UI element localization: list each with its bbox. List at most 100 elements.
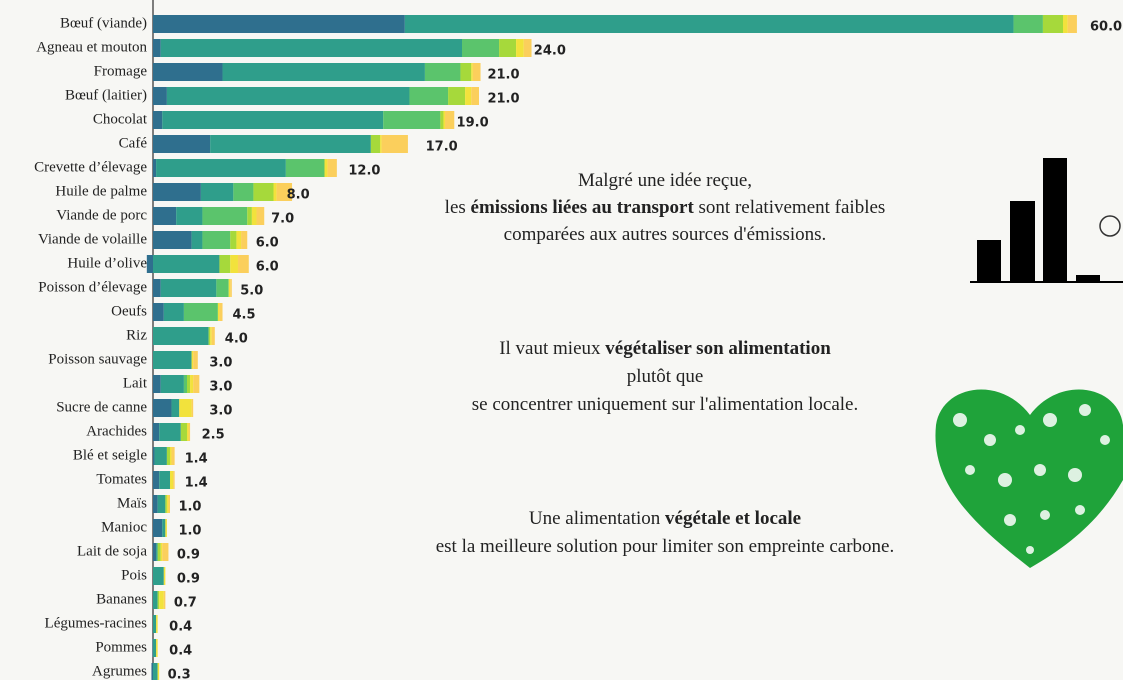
bar-segment [153,471,160,489]
bar-segment [208,327,211,345]
value-label: 7.0 [271,212,294,227]
value-label: 3.0 [209,404,232,419]
value-label: 5.0 [240,284,263,299]
bar-segment [460,63,472,81]
value-label: 60.0 [1090,20,1122,35]
bar-segment [153,207,177,225]
value-label: 0.4 [169,620,192,635]
bar-segment [179,399,192,417]
bar-segment [180,423,187,441]
bar-segment [383,111,441,129]
bar-segment [186,375,191,393]
bar-segment [370,135,381,153]
bar-segment [153,519,163,537]
annotation: est la meilleure solution pour limiter s… [436,536,895,557]
value-label: 24.0 [534,44,566,59]
annotation-part: est la meilleure solution pour limiter s… [436,536,895,557]
annotation-part: les [445,197,471,218]
bar-segment [273,183,277,201]
bar-segment [247,207,252,225]
bar-segment [153,327,209,345]
category-label: Riz [126,327,147,343]
bar-segment [230,279,232,297]
category-label: Maïs [117,495,147,511]
bar-segment [157,663,160,680]
bar-segment [424,63,461,81]
bar-segment [381,135,408,153]
category-label: Crevette d’élevage [34,159,147,175]
bar-segment [160,39,462,57]
bar-segment [169,471,174,489]
bar-segment [276,183,293,201]
category-label: Bœuf (viande) [60,15,147,31]
annotation-part: Une alimentation [529,508,665,529]
vegetable-heart-icon [935,389,1123,568]
annotation-part: sont relativement faibles [694,197,886,218]
bar-segment [151,663,153,680]
bar-segment [165,519,167,537]
bar-segment [241,231,248,249]
value-label: 3.0 [209,356,232,371]
annotation-part: Il vaut mieux [499,338,605,359]
bar-segment [163,591,166,609]
bar-segment [169,447,172,465]
bar-segment [153,375,161,393]
bar-segment [159,471,170,489]
annotation-part: végétale et locale [665,508,801,529]
bar-segment [171,399,180,417]
annotation-part: Malgré une idée reçue, [578,170,752,191]
bar-segment [219,303,223,321]
bar-segment [153,495,158,513]
bar-segment [146,255,153,273]
bar-segment [160,375,184,393]
bar-segment [1013,15,1043,33]
bar-segment [516,39,524,57]
bar-segment [471,63,473,81]
bar-segment [191,351,194,369]
bar-segment [153,15,405,33]
bar-segment [165,495,167,513]
bar-segment [153,303,164,321]
category-label: Oeufs [111,303,147,319]
bar-segment [168,495,170,513]
bar-segment [443,111,446,129]
bar-segment [1063,15,1068,33]
bar-segment [193,351,198,369]
bar-segment [191,399,194,417]
bar-segment [153,255,220,273]
bar-segment [156,639,158,657]
bar-segment [409,87,449,105]
bar-segment [440,111,444,129]
bar-segment [285,159,325,177]
annotation-part: émissions liées au transport [471,197,695,218]
category-label: Lait [123,375,148,391]
bar-segment [465,87,472,105]
bar-segment [228,279,231,297]
bar-segment [153,351,192,369]
bar-segment [404,15,1014,33]
bar-segment [190,375,194,393]
value-label: 0.7 [174,596,197,611]
annotation-part: plutôt que [627,366,704,387]
category-label: Tomates [96,471,147,487]
bar-segment [163,303,184,321]
bar-segment [153,183,201,201]
bar-segment [166,495,169,513]
bar-segment [153,591,158,609]
bar-segment [183,375,187,393]
category-label: Manioc [101,519,147,535]
category-label: Arachides [86,423,147,439]
bar-segment [166,87,410,105]
bar-segment [162,543,169,561]
bar-segment [210,135,371,153]
bar-segment [153,399,172,417]
annotation: Malgré une idée reçue, [578,170,752,191]
bar-segment [173,471,175,489]
value-label: 8.0 [287,188,310,203]
bar-segment [256,207,265,225]
bar-segment [219,255,231,273]
value-label: 21.0 [487,92,519,107]
bar-segment [471,87,479,105]
value-label: 4.0 [225,332,248,347]
value-label: 4.5 [233,308,256,323]
